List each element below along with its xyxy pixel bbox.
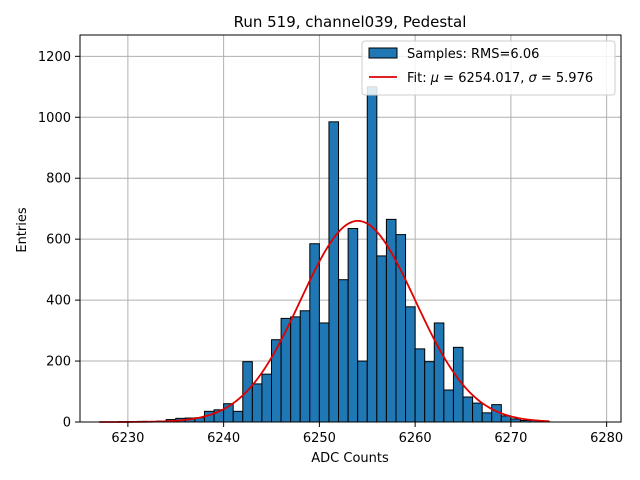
histogram-bar: [299, 310, 311, 423]
y-tick-label: 1200: [38, 50, 71, 65]
histogram-bar: [232, 410, 244, 423]
y-tick-label: 600: [46, 233, 71, 248]
histogram-bar: [357, 360, 368, 423]
histogram-bar: [414, 348, 426, 423]
histogram-bar: [318, 322, 330, 423]
histogram-bar: [452, 346, 464, 423]
plot-frame: [79, 34, 622, 423]
x-tick-label: 6280: [590, 431, 623, 446]
histogram-bar: [424, 361, 435, 423]
fit-curve: [99, 220, 550, 423]
histogram-bar: [481, 412, 493, 423]
x-tick-label: 6250: [303, 431, 336, 446]
histogram-bar: [472, 402, 483, 423]
histogram-bar: [385, 218, 397, 423]
histogram-bar: [271, 339, 282, 423]
y-tick-label: 0: [63, 416, 71, 431]
histogram-bar: [443, 389, 454, 423]
histogram-bar: [290, 316, 301, 423]
y-tick-label: 400: [46, 294, 71, 309]
axis-ticks: 6230 6240 6250 6260 6270 6280 0 200 400 600 800 100…: [38, 50, 623, 446]
x-tick-label: 6260: [399, 431, 432, 446]
histogram-bar: [251, 383, 263, 423]
x-tick-label: 6240: [207, 431, 240, 446]
histogram-bar: [338, 279, 349, 423]
histogram-bar: [347, 228, 359, 423]
histogram-bar: [328, 121, 340, 423]
y-tick-label: 200: [46, 355, 71, 370]
histogram-bar: [261, 373, 273, 423]
y-tick-label: 1000: [38, 111, 71, 126]
legend-mu-value: = 6254.017,: [439, 71, 528, 86]
legend-fit-label: Fit: μ = 6254.017, σ = 5.976: [407, 71, 593, 86]
histogram-bar: [433, 322, 445, 423]
chart-title: Run 519, channel039, Pedestal: [234, 13, 467, 31]
histogram-bar: [376, 255, 387, 423]
y-tick-label: 800: [46, 172, 71, 187]
legend-sigma-symbol: σ: [529, 71, 538, 86]
histogram-bar: [405, 306, 416, 423]
legend: Samples: RMS=6.06 Fit: μ = 6254.017, σ =…: [361, 40, 616, 96]
x-tick-label: 6230: [111, 431, 144, 446]
histogram-bar: [280, 317, 292, 423]
legend-samples-label: Samples: RMS=6.06: [407, 47, 539, 62]
histogram-bar: [366, 86, 378, 423]
legend-samples-swatch: [368, 47, 398, 59]
legend-mu-symbol: μ: [430, 71, 439, 86]
legend-fit-prefix: Fit:: [407, 71, 431, 86]
x-tick-label: 6270: [494, 431, 527, 446]
legend-sigma-value: = 5.976: [537, 71, 593, 86]
fit-curve-layer: [99, 220, 550, 423]
legend-box: [361, 40, 616, 96]
x-axis-label: ADC Counts: [311, 451, 389, 466]
y-axis-label: Entries: [15, 207, 30, 253]
histogram-bar: [462, 396, 474, 423]
